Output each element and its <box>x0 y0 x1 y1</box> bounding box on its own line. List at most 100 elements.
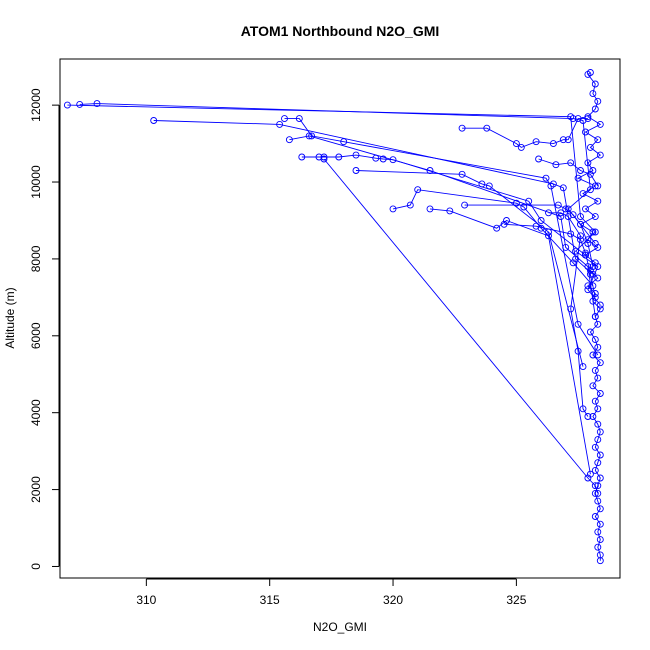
data-point <box>567 305 575 313</box>
data-point <box>574 174 582 182</box>
series-7 <box>298 151 589 259</box>
data-point <box>557 209 565 217</box>
data-point <box>594 528 602 536</box>
data-point <box>150 117 158 124</box>
series-9 <box>389 186 597 290</box>
data-point <box>569 115 577 123</box>
data-point <box>591 105 599 113</box>
data-point <box>559 184 567 192</box>
data-point <box>596 390 604 397</box>
data-point <box>305 132 313 140</box>
data-point <box>554 201 562 209</box>
x-tick-label: 310 <box>136 593 156 607</box>
plot-frame <box>59 58 621 579</box>
data-point <box>562 243 570 251</box>
x-tick-label: 320 <box>383 593 403 607</box>
data-point <box>586 270 594 278</box>
data-point <box>525 197 533 205</box>
series-line <box>577 72 602 561</box>
data-point <box>569 259 577 267</box>
series-line <box>323 158 599 494</box>
data-point <box>596 120 604 128</box>
y-axis: 0 2000 4000 6000 8000 10000 12000 <box>29 88 60 570</box>
data-point <box>589 270 597 278</box>
data-point <box>276 120 284 128</box>
data-point <box>586 170 594 178</box>
series-line <box>462 118 588 148</box>
data-point <box>596 474 604 482</box>
data-point <box>591 80 599 88</box>
data-point <box>591 240 599 247</box>
data-point <box>594 197 602 205</box>
data-point <box>591 482 599 490</box>
series-8 <box>352 167 587 371</box>
data-point <box>567 159 575 167</box>
data-point <box>582 249 589 257</box>
data-point <box>503 217 510 224</box>
data-point <box>589 413 597 420</box>
data-point <box>594 320 602 328</box>
data-point <box>584 113 592 121</box>
data-point <box>594 420 602 428</box>
data-point <box>520 203 528 211</box>
data-point <box>594 274 602 282</box>
data-point <box>596 359 604 367</box>
data-point <box>552 161 560 169</box>
series-line <box>355 170 584 367</box>
data-point <box>596 520 604 528</box>
data-point <box>389 205 397 213</box>
data-point <box>414 186 422 194</box>
data-point <box>594 374 602 382</box>
data-point <box>389 156 397 164</box>
data-point <box>591 336 599 344</box>
data-point <box>298 153 306 161</box>
data-point <box>584 115 592 123</box>
series-5 <box>281 115 602 359</box>
data-point <box>591 228 599 236</box>
data-point <box>93 100 101 108</box>
series-1 <box>574 69 604 565</box>
data-point <box>458 124 466 132</box>
data-point <box>574 115 582 123</box>
data-point <box>379 155 387 163</box>
data-point <box>594 351 602 359</box>
data-point <box>512 140 520 148</box>
data-point <box>446 207 454 215</box>
data-point <box>586 328 594 336</box>
data-point <box>557 213 565 221</box>
data-point <box>564 136 572 144</box>
data-point <box>596 505 604 513</box>
y-tick-label: 10000 <box>29 165 43 199</box>
data-point <box>584 240 592 247</box>
data-point <box>547 182 555 190</box>
data-point <box>76 100 84 108</box>
y-tick-label: 4000 <box>29 399 43 426</box>
data-point <box>594 136 602 144</box>
data-point <box>594 497 602 505</box>
data-point <box>574 347 582 355</box>
data-point <box>559 136 567 144</box>
data-point <box>594 436 602 444</box>
series-line <box>79 103 596 244</box>
series-line <box>284 118 599 356</box>
series-14 <box>500 220 599 301</box>
series-line <box>548 212 589 417</box>
data-point <box>589 382 597 390</box>
data-point <box>591 293 599 301</box>
series-line <box>504 223 596 298</box>
data-point <box>594 405 602 413</box>
data-point <box>335 153 343 161</box>
series-12 <box>458 115 592 151</box>
data-point <box>591 443 599 451</box>
data-point <box>591 366 599 374</box>
data-point <box>63 101 71 109</box>
data-point <box>586 143 594 151</box>
data-point <box>594 97 602 105</box>
data-point <box>596 536 604 544</box>
data-point <box>352 151 360 159</box>
data-point <box>372 154 380 162</box>
data-point <box>596 151 604 159</box>
y-tick-label: 8000 <box>29 245 43 272</box>
data-point <box>577 232 584 240</box>
